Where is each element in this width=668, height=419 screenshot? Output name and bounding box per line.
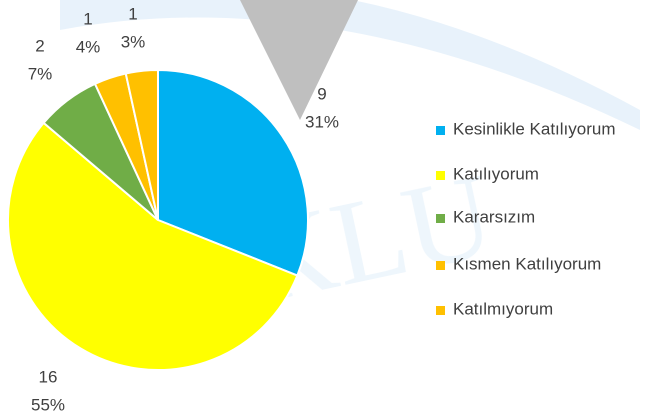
data-label-percent: 3% — [121, 32, 146, 51]
data-label-percent: 4% — [76, 37, 101, 56]
data-label-count: 9 — [317, 84, 326, 103]
legend-label: Katılmıyorum — [453, 299, 553, 318]
legend-swatch — [436, 306, 445, 315]
data-label-count: 2 — [35, 36, 44, 55]
legend-swatch — [436, 126, 445, 135]
data-label-percent: 7% — [28, 64, 53, 83]
legend-swatch — [436, 214, 445, 223]
legend-label: Kesinlikle Katılıyorum — [453, 119, 616, 138]
legend-label: Kararsızım — [453, 207, 535, 226]
legend-label: Kısmen Katılıyorum — [453, 254, 601, 273]
legend-swatch — [436, 261, 445, 270]
pie-slice — [157, 68, 309, 277]
pie-slice — [124, 68, 159, 221]
data-label-count: 16 — [39, 367, 58, 386]
background-shape — [240, 0, 358, 120]
pie-slice — [7, 121, 299, 371]
legend-label: Katılıyorum — [453, 164, 539, 183]
legend-swatch — [436, 171, 445, 180]
data-label-percent: 55% — [31, 395, 65, 414]
data-label-percent: 31% — [305, 112, 339, 131]
data-label-count: 1 — [83, 9, 92, 28]
data-label-count: 1 — [128, 4, 137, 23]
